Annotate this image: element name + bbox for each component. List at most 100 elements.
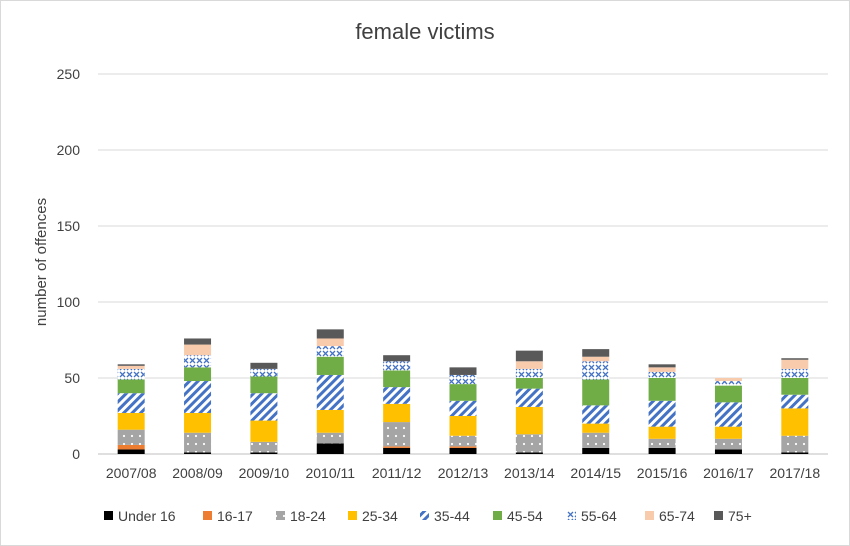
bar-segment-2011-12-16-17 xyxy=(383,446,411,448)
bar-segment-2011-12-55-64 xyxy=(383,361,411,371)
x-tick-2011-12: 2011/12 xyxy=(372,465,422,481)
bar-stack-2013-14 xyxy=(515,350,543,454)
bar-segment-2017-18-45-54 xyxy=(781,378,809,395)
bar-stack-2009-10 xyxy=(250,362,278,454)
x-tick-2010-11: 2010/11 xyxy=(305,465,355,481)
bar-stack-2015-16 xyxy=(648,364,676,454)
bar-segment-2015-16-18-24 xyxy=(648,438,676,448)
bar-segment-2012-13-45-54 xyxy=(449,384,477,401)
bar-segment-2015-16-35-44 xyxy=(648,400,676,427)
bar-segment-2010-11-18-24 xyxy=(316,432,344,444)
legend-label-16-17: 16-17 xyxy=(217,508,253,524)
bar-segment-2011-12-35-44 xyxy=(383,387,411,404)
bar-segment-2013-14-under-16 xyxy=(515,452,543,454)
bar-segment-2012-13-25-34 xyxy=(449,416,477,436)
bar-segment-2013-14-75 xyxy=(515,350,543,362)
legend-item-45-54: 45-54 xyxy=(493,508,543,524)
bar-stack-2010-11 xyxy=(316,329,344,454)
bar-segment-2014-15-75 xyxy=(582,349,610,357)
bar-segment-2011-12-25-34 xyxy=(383,403,411,423)
chart-title: female victims xyxy=(355,19,494,44)
bar-segment-2009-10-45-54 xyxy=(250,376,278,394)
bar-segment-2017-18-55-64 xyxy=(781,368,809,378)
bar-segment-2011-12-45-54 xyxy=(383,370,411,388)
bar-segment-2009-10-18-24 xyxy=(250,441,278,453)
y-tick-0: 0 xyxy=(72,446,80,462)
bar-segment-2017-18-65-74 xyxy=(781,359,809,369)
bar-segment-2016-17-35-44 xyxy=(714,402,742,427)
y-tick-150: 150 xyxy=(57,218,81,234)
bar-segment-2010-11-75 xyxy=(316,329,344,339)
bar-segment-2007-08-25-34 xyxy=(117,412,145,430)
bar-segment-2008-09-65-74 xyxy=(184,344,212,356)
bar-segment-2007-08-18-24 xyxy=(117,429,145,445)
legend-swatch-18-24 xyxy=(276,511,285,520)
legend-label-65-74: 65-74 xyxy=(659,508,695,524)
bar-segment-2014-15-under-16 xyxy=(582,447,610,454)
bar-segment-2014-15-25-34 xyxy=(582,423,610,433)
x-tick-2007-08: 2007/08 xyxy=(106,465,157,481)
bar-segment-2013-14-35-44 xyxy=(515,388,543,407)
y-tick-100: 100 xyxy=(57,294,81,310)
bar-segment-2015-16-65-74 xyxy=(648,367,676,372)
x-tick-2014-15: 2014/15 xyxy=(570,465,621,481)
bar-segment-2015-16-45-54 xyxy=(648,378,676,401)
bar-segment-2015-16-55-64 xyxy=(648,371,676,378)
bar-segment-2016-17-65-74 xyxy=(714,378,742,382)
legend-item-25-34: 25-34 xyxy=(348,508,398,524)
bar-stack-2011-12 xyxy=(383,355,411,454)
bar-segment-2010-11-35-44 xyxy=(316,374,344,410)
legend-label-75: 75+ xyxy=(728,508,752,524)
legend-item-18-24: 18-24 xyxy=(276,508,326,524)
bar-segment-2012-13-35-44 xyxy=(449,400,477,416)
bar-segment-2016-17-under-16 xyxy=(714,449,742,454)
y-axis-label: number of offences xyxy=(33,198,50,326)
legend-label-55-64: 55-64 xyxy=(581,508,617,524)
bar-segment-2016-17-45-54 xyxy=(714,385,742,403)
legend-label-35-44: 35-44 xyxy=(434,508,470,524)
bar-stack-2007-08 xyxy=(117,364,145,454)
legend-swatch-under-16 xyxy=(104,511,113,520)
bar-segment-2017-18-18-24 xyxy=(781,435,809,453)
legend-item-65-74: 65-74 xyxy=(645,508,695,524)
bar-segment-2009-10-25-34 xyxy=(250,420,278,442)
x-tick-2015-16: 2015/16 xyxy=(637,465,688,481)
bar-segment-2015-16-75 xyxy=(648,364,676,368)
x-tick-2008-09: 2008/09 xyxy=(172,465,223,481)
bar-segment-2012-13-18-24 xyxy=(449,435,477,447)
bar-segment-2007-08-45-54 xyxy=(117,379,145,394)
bar-segment-2012-13-16-17 xyxy=(449,446,477,448)
legend-item-55-64: 55-64 xyxy=(567,508,617,524)
bar-segment-2010-11-55-64 xyxy=(316,346,344,357)
legend-label-under-16: Under 16 xyxy=(118,508,176,524)
gridlines xyxy=(98,73,828,455)
bar-segment-2013-14-18-24 xyxy=(515,434,543,453)
bar-segment-2008-09-35-44 xyxy=(184,381,212,413)
bar-segment-2014-15-45-54 xyxy=(582,379,610,406)
x-tick-2016-17: 2016/17 xyxy=(703,465,754,481)
legend-swatch-45-54 xyxy=(493,511,502,520)
x-tick-2013-14: 2013/14 xyxy=(504,465,555,481)
bar-segment-2014-15-55-64 xyxy=(582,361,610,380)
legend-label-45-54: 45-54 xyxy=(507,508,543,524)
bar-segment-2012-13-55-64 xyxy=(449,374,477,385)
legend-item-35-44: 35-44 xyxy=(420,508,470,524)
bar-segment-2011-12-under-16 xyxy=(383,447,411,454)
y-tick-labels: 0 50 100 150 200 250 xyxy=(57,66,81,462)
bar-segment-2007-08-55-64 xyxy=(117,368,145,380)
bar-segment-2008-09-55-64 xyxy=(184,355,212,368)
x-tick-2012-13: 2012/13 xyxy=(438,465,489,481)
bar-segment-2008-09-75 xyxy=(184,338,212,345)
bar-segment-2014-15-18-24 xyxy=(582,432,610,448)
bar-segment-2012-13-75 xyxy=(449,367,477,375)
bar-segment-2011-12-75 xyxy=(383,355,411,362)
bar-segment-2016-17-18-24 xyxy=(714,438,742,450)
bar-segment-2017-18-under-16 xyxy=(781,452,809,454)
bar-segment-2014-15-65-74 xyxy=(582,356,610,362)
x-tick-2017-18: 2017/18 xyxy=(770,465,821,481)
bar-segment-2008-09-under-16 xyxy=(184,452,212,454)
bar-segment-2013-14-65-74 xyxy=(515,361,543,369)
bar-segment-2007-08-35-44 xyxy=(117,393,145,413)
